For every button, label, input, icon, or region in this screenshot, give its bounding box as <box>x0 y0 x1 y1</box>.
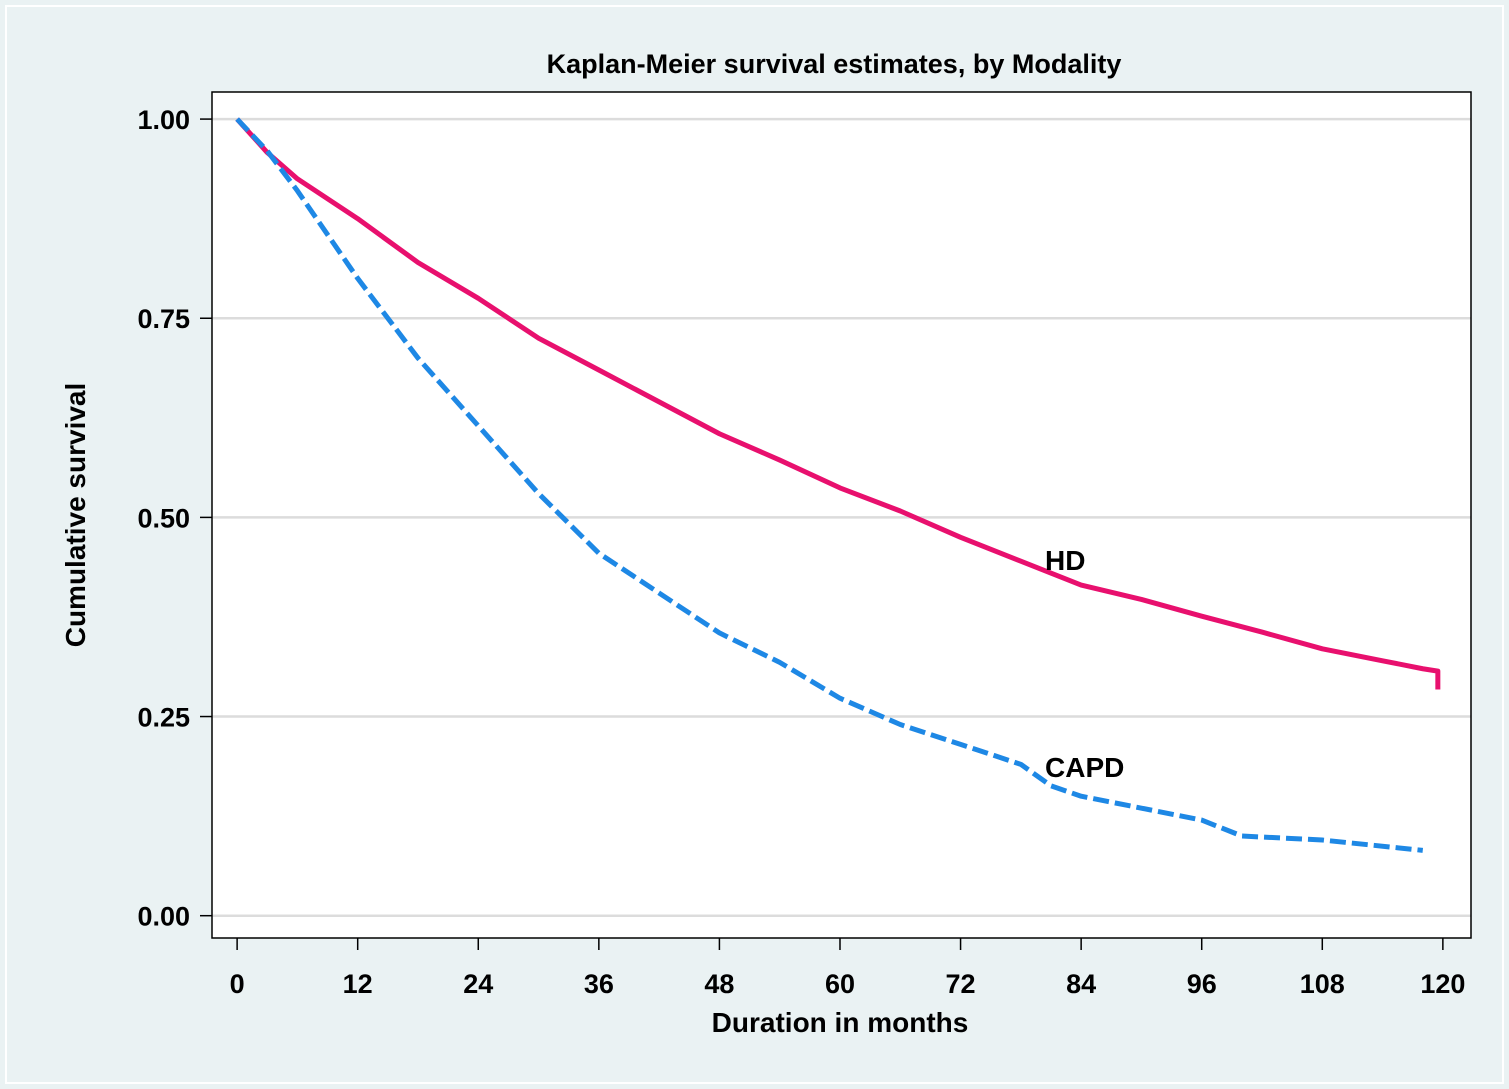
outer-border <box>5 5 1504 1084</box>
x-tick-label: 120 <box>1420 969 1465 999</box>
survival-line <box>235 117 1441 690</box>
y-tick-label: 0.75 <box>137 304 190 334</box>
y-tick-label: 0.00 <box>137 902 190 932</box>
x-tick-label: 0 <box>230 969 245 999</box>
survival-line <box>235 117 1424 853</box>
x-tick-label: 48 <box>704 969 734 999</box>
chart-title: Kaplan-Meier survival estimates, by Moda… <box>547 49 1122 79</box>
y-tick-label: 0.25 <box>137 703 190 733</box>
plot-area <box>212 92 1471 938</box>
plot-frame <box>211 91 1472 939</box>
x-tick-label: 60 <box>825 969 855 999</box>
y-tick-label: 1.00 <box>137 105 190 135</box>
series-label: CAPD <box>1045 752 1124 783</box>
x-tick-label: 24 <box>463 969 493 999</box>
series-label: HD <box>1045 545 1085 576</box>
x-tick-label: 72 <box>946 969 976 999</box>
x-tick-label: 96 <box>1187 969 1217 999</box>
x-tick-label: 84 <box>1066 969 1096 999</box>
x-axis-label: Duration in months <box>712 1007 969 1038</box>
y-tick-label: 0.50 <box>137 503 190 533</box>
x-tick-label: 12 <box>343 969 373 999</box>
x-tick-label: 36 <box>584 969 614 999</box>
x-tick-label: 108 <box>1300 969 1345 999</box>
y-axis-label: Cumulative survival <box>60 383 91 648</box>
